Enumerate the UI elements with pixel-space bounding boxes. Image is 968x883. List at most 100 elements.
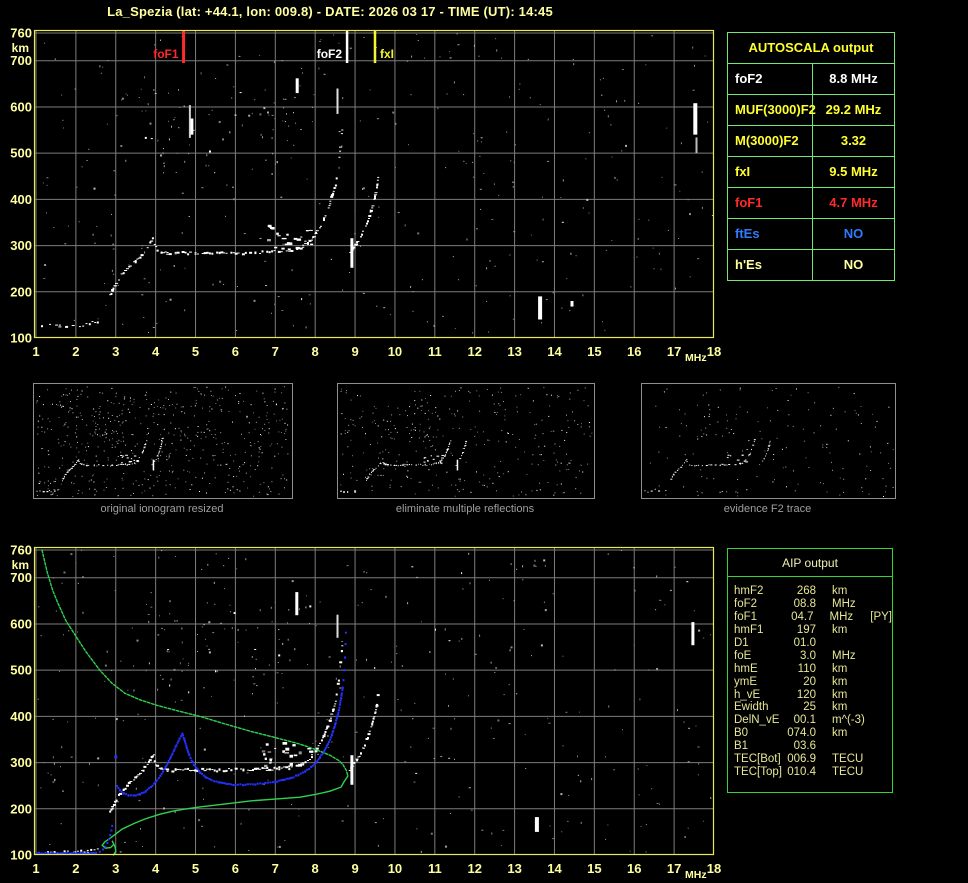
thumbnail-caption-original: original ionogram resized — [100, 503, 224, 515]
autoscala-header: AUTOSCALA output — [748, 40, 874, 55]
autoscala-table: AUTOSCALA output foF2 8.8 MHz MUF(3000)F2 2… — [727, 32, 895, 281]
autoscala-param: foF2 — [728, 64, 813, 94]
aip-value: 20 — [803, 675, 816, 688]
aip-param: hmF2 — [734, 585, 764, 597]
autoscala-param: h'Es — [728, 250, 813, 280]
svg-text:7: 7 — [272, 344, 279, 359]
svg-text:600: 600 — [10, 99, 32, 114]
svg-text:500: 500 — [10, 146, 32, 161]
svg-text:200: 200 — [10, 801, 32, 816]
aip-row: B0 074.0 km — [734, 727, 892, 740]
aip-param: ymE — [734, 675, 757, 688]
svg-text:18: 18 — [707, 344, 721, 359]
svg-text:foF1: foF1 — [153, 47, 179, 61]
svg-text:400: 400 — [10, 709, 32, 724]
aip-rows: hmF2 268 km foF2 08.8 MHz foF1 04.7 MHz [PY] hmF1 1… — [728, 577, 892, 779]
svg-text:12: 12 — [467, 344, 481, 359]
svg-text:300: 300 — [10, 238, 32, 253]
svg-text:10: 10 — [388, 861, 402, 876]
svg-text:17: 17 — [667, 861, 681, 876]
aip-param: D1 — [734, 636, 749, 649]
svg-text:13: 13 — [507, 861, 521, 876]
autoscala-row: ftEs NO — [728, 218, 894, 249]
aip-value: 074.0 — [787, 727, 816, 740]
aip-header: AIP output — [728, 549, 892, 577]
autoscala-value: 9.5 MHz — [829, 164, 878, 179]
svg-text:2: 2 — [72, 344, 79, 359]
svg-text:760: 760 — [10, 543, 32, 558]
svg-text:3: 3 — [112, 344, 119, 359]
svg-text:5: 5 — [192, 344, 199, 359]
svg-text:km: km — [12, 558, 29, 572]
svg-text:km: km — [12, 41, 29, 55]
svg-text:3: 3 — [112, 861, 119, 876]
thumbnail-caption-eliminate: eliminate multiple reflections — [395, 503, 535, 515]
aip-value: 25 — [803, 701, 816, 714]
autoscala-param: MUF(3000)F2 — [728, 95, 816, 125]
thumbnail-original-ionogram — [33, 383, 293, 499]
svg-text:500: 500 — [10, 663, 32, 678]
aip-flag: [PY] — [870, 610, 892, 623]
svg-text:13: 13 — [507, 344, 521, 359]
svg-text:4: 4 — [152, 861, 160, 876]
aip-unit: MHz — [832, 597, 856, 610]
svg-text:100: 100 — [10, 331, 32, 346]
aip-row: TEC[Top] 010.4 TECU — [734, 766, 892, 779]
aip-param: hmF1 — [734, 623, 764, 636]
aip-unit: MHz — [832, 649, 856, 662]
aip-value: 197 — [796, 623, 816, 636]
aip-value: 01.0 — [793, 636, 816, 649]
svg-text:MHz: MHz — [685, 869, 707, 881]
aip-param: foE — [734, 649, 752, 662]
autoscala-rows: foF2 8.8 MHz MUF(3000)F2 29.2 MHz M(3000)F2 3… — [728, 63, 894, 280]
svg-text:15: 15 — [587, 344, 601, 359]
aip-value: 03.6 — [793, 740, 816, 753]
aip-param: foF1 — [734, 610, 758, 623]
aip-unit: m^(-3) — [832, 714, 865, 727]
svg-text:6: 6 — [232, 861, 239, 876]
svg-text:14: 14 — [547, 344, 562, 359]
aip-value: 04.7 — [791, 610, 814, 623]
svg-text:1: 1 — [32, 344, 39, 359]
svg-text:1: 1 — [32, 861, 39, 876]
svg-text:14: 14 — [547, 861, 562, 876]
aip-param: TEC[Top] — [734, 766, 782, 779]
svg-text:16: 16 — [627, 344, 641, 359]
svg-text:2: 2 — [72, 861, 79, 876]
autoscala-row: fxI 9.5 MHz — [728, 156, 894, 187]
svg-text:760: 760 — [10, 26, 32, 41]
aip-row: hmF1 197 km — [734, 624, 892, 637]
autoscala-row: h'Es NO — [728, 249, 894, 280]
aip-param: DelN_vE — [734, 714, 780, 727]
aip-row: foE 3.0 MHz — [734, 650, 892, 663]
svg-text:8: 8 — [312, 861, 319, 876]
aip-table: AIP output hmF2 268 km foF2 08.8 MHz foF1 04.7 M… — [727, 548, 893, 793]
aip-param: TEC[Bot] — [734, 753, 781, 766]
svg-text:fxI: fxI — [380, 47, 394, 61]
svg-text:700: 700 — [10, 570, 32, 585]
aip-value: 268 — [796, 585, 816, 597]
autoscala-row: M(3000)F2 3.32 — [728, 125, 894, 156]
svg-text:5: 5 — [192, 861, 199, 876]
svg-text:300: 300 — [10, 755, 32, 770]
aip-unit: km — [832, 662, 848, 675]
aip-unit: km — [832, 585, 848, 597]
autoscala-param: fxI — [728, 157, 813, 187]
svg-text:7: 7 — [272, 861, 279, 876]
svg-text:4: 4 — [152, 344, 160, 359]
aip-value: 120 — [796, 688, 816, 701]
autoscala-value: 4.7 MHz — [829, 195, 878, 210]
thumbnail-original-ionogram-canvas — [36, 386, 289, 497]
svg-text:6: 6 — [232, 344, 239, 359]
autoscala-value: NO — [843, 226, 864, 241]
aip-row: DelN_vE 00.1 m^(-3) — [734, 714, 892, 727]
aip-unit — [832, 637, 872, 650]
svg-text:200: 200 — [10, 284, 32, 299]
svg-text:17: 17 — [667, 344, 681, 359]
autoscala-row: foF2 8.8 MHz — [728, 63, 894, 94]
thumbnail-evidence-f2 — [641, 383, 897, 499]
aip-unit: MHz — [829, 610, 854, 623]
svg-text:10: 10 — [388, 344, 402, 359]
svg-text:100: 100 — [10, 848, 32, 863]
